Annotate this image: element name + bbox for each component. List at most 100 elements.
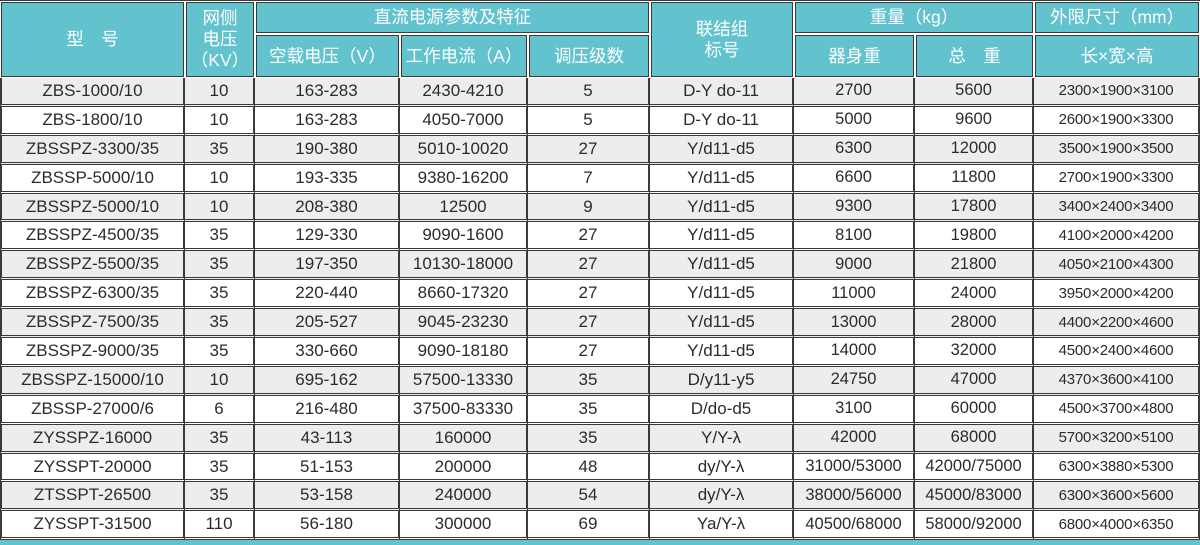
cell-total-weight: 47000 (915, 366, 1035, 396)
cell-no-load-voltage: 43-113 (255, 424, 400, 454)
cell-connection-group: D-Y do-11 (650, 106, 795, 136)
cell-no-load-voltage: 197-350 (255, 251, 400, 281)
cell-grid-voltage: 10 (185, 106, 255, 136)
cell-no-load-voltage: 205-527 (255, 309, 400, 339)
cell-connection-group: Y/d11-d5 (650, 164, 795, 194)
cell-working-current: 12500 (400, 193, 528, 223)
header-connection-group: 联结组 标号 (650, 1, 795, 78)
table-row: ZBSSPZ-3300/35 35 190-380 5010-10020 27 Y/d11… (0, 135, 1200, 165)
cell-working-current: 300000 (400, 511, 528, 541)
cell-working-current: 8660-17320 (400, 280, 528, 310)
cell-grid-voltage: 35 (185, 424, 255, 454)
cell-connection-group: Y/d11-d5 (650, 222, 795, 252)
table-row: ZBSSPZ-5500/35 35 197-350 10130-18000 27 Y/d1… (0, 251, 1200, 281)
cell-grid-voltage: 35 (185, 338, 255, 367)
cell-total-weight: 9600 (915, 106, 1035, 136)
cell-model: ZYSSPZ-16000 (0, 424, 185, 454)
cell-dimensions: 2600×1900×3300 (1034, 106, 1200, 136)
cell-grid-voltage: 35 (185, 280, 255, 310)
cell-no-load-voltage: 190-380 (255, 135, 400, 165)
cell-dimensions: 4050×2100×4300 (1034, 251, 1200, 281)
cell-model: ZBSSP-5000/10 (0, 164, 185, 194)
cell-total-weight: 19800 (915, 222, 1035, 252)
bottom-accent-strip (0, 540, 1200, 545)
cell-working-current: 9090-1600 (400, 222, 528, 252)
cell-grid-voltage: 10 (185, 193, 255, 223)
cell-body-weight: 13000 (794, 309, 916, 339)
cell-body-weight: 42000 (794, 424, 916, 454)
cell-body-weight: 11000 (794, 280, 916, 310)
cell-regulation-steps: 27 (528, 251, 651, 281)
cell-no-load-voltage: 163-283 (255, 106, 400, 136)
cell-body-weight: 6600 (794, 164, 916, 194)
header-sub-row: 空载电压（V） 工作电流（A） 调压级数 器身重 总 重 长×宽×高 (0, 34, 1200, 78)
cell-model: ZBSSPZ-6300/35 (0, 280, 185, 310)
header-dimensions: 长×宽×高 (1034, 34, 1200, 78)
cell-total-weight: 58000/92000 (915, 511, 1035, 541)
header-weight-group: 重量（kg） (794, 1, 1035, 34)
cell-dimensions: 6300×3880×5300 (1034, 453, 1200, 483)
cell-grid-voltage: 35 (185, 482, 255, 512)
cell-model: ZBSSPZ-15000/10 (0, 366, 185, 396)
cell-body-weight: 2700 (794, 78, 916, 107)
cell-grid-voltage: 35 (185, 222, 255, 252)
cell-dimensions: 2700×1900×3300 (1034, 164, 1200, 194)
cell-regulation-steps: 5 (528, 106, 651, 136)
cell-body-weight: 8100 (794, 222, 916, 252)
table-header: 型 号 网侧 电压 （KV） 直流电源参数及特征 联结组 标号 重量（kg） 外… (0, 1, 1200, 78)
cell-model: ZBSSPZ-4500/35 (0, 222, 185, 252)
header-working-current: 工作电流（A） (400, 34, 528, 78)
cell-body-weight: 24750 (794, 366, 916, 396)
table-row: ZYSSPT-20000 35 51-153 200000 48 dy/Y-λ 31000/… (0, 453, 1200, 483)
cell-regulation-steps: 27 (528, 222, 651, 252)
cell-no-load-voltage: 56-180 (255, 511, 400, 541)
cell-regulation-steps: 9 (528, 193, 651, 223)
cell-no-load-voltage: 51-153 (255, 453, 400, 483)
cell-connection-group: Y/d11-d5 (650, 309, 795, 339)
cell-total-weight: 28000 (915, 309, 1035, 339)
cell-total-weight: 17800 (915, 193, 1035, 223)
cell-no-load-voltage: 129-330 (255, 222, 400, 252)
cell-working-current: 9380-16200 (400, 164, 528, 194)
cell-dimensions: 3950×2000×4200 (1034, 280, 1200, 310)
cell-body-weight: 31000/53000 (794, 453, 916, 483)
cell-total-weight: 32000 (915, 338, 1035, 367)
cell-grid-voltage: 110 (185, 511, 255, 541)
cell-model: ZBSSPZ-3300/35 (0, 135, 185, 165)
cell-no-load-voltage: 53-158 (255, 482, 400, 512)
cell-grid-voltage: 35 (185, 135, 255, 165)
cell-regulation-steps: 27 (528, 135, 651, 165)
cell-grid-voltage: 35 (185, 309, 255, 339)
cell-grid-voltage: 35 (185, 251, 255, 281)
cell-regulation-steps: 35 (528, 424, 651, 454)
cell-total-weight: 24000 (915, 280, 1035, 310)
cell-connection-group: Y/d11-d5 (650, 338, 795, 367)
cell-body-weight: 3100 (794, 395, 916, 425)
cell-regulation-steps: 35 (528, 366, 651, 396)
cell-total-weight: 45000/83000 (915, 482, 1035, 512)
cell-regulation-steps: 48 (528, 453, 651, 483)
cell-total-weight: 60000 (915, 395, 1035, 425)
cell-body-weight: 9000 (794, 251, 916, 281)
cell-dimensions: 4500×3700×4800 (1034, 395, 1200, 425)
table-row: ZBSSPZ-6300/35 35 220-440 8660-17320 27 Y/d11… (0, 280, 1200, 310)
cell-model: ZBS-1800/10 (0, 106, 185, 136)
cell-connection-group: Y/d11-d5 (650, 193, 795, 223)
cell-connection-group: D/do-d5 (650, 395, 795, 425)
cell-grid-voltage: 10 (185, 366, 255, 396)
table-row: ZBSSPZ-7500/35 35 205-527 9045-23230 27 Y/d11… (0, 309, 1200, 339)
cell-connection-group: Y/Y-λ (650, 424, 795, 454)
cell-grid-voltage: 35 (185, 453, 255, 483)
cell-model: ZBS-1000/10 (0, 78, 185, 107)
cell-working-current: 9045-23230 (400, 309, 528, 339)
table-row: ZBSSPZ-9000/35 35 330-660 9090-18180 27 Y/d11… (0, 338, 1200, 367)
cell-working-current: 57500-13330 (400, 366, 528, 396)
cell-body-weight: 14000 (794, 338, 916, 367)
table-row: ZBSSP-27000/6 6 216-480 37500-83330 35 D/do-d… (0, 395, 1200, 425)
header-regulation-steps: 调压级数 (528, 34, 651, 78)
cell-connection-group: D/y11-y5 (650, 366, 795, 396)
cell-connection-group: dy/Y-λ (650, 482, 795, 512)
cell-connection-group: Y/d11-d5 (650, 251, 795, 281)
cell-total-weight: 5600 (915, 78, 1035, 107)
